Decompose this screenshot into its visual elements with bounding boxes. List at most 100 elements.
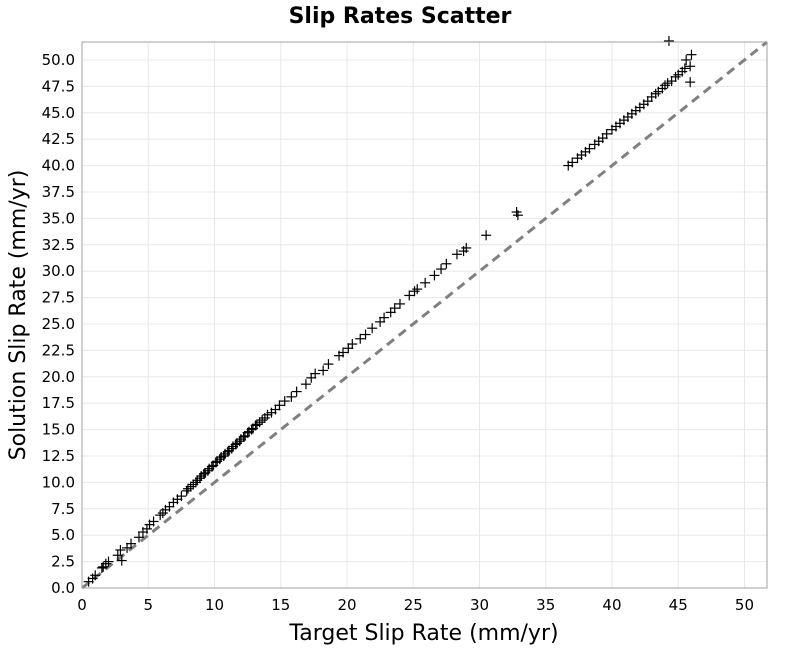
data-point xyxy=(115,544,126,555)
data-point xyxy=(192,475,203,486)
data-point xyxy=(441,258,452,269)
plot-frame xyxy=(81,41,768,589)
y-tick-label: 27.5 xyxy=(42,289,75,307)
data-point xyxy=(650,88,661,99)
data-point xyxy=(338,347,349,358)
data-point xyxy=(133,532,144,543)
data-point xyxy=(662,78,673,89)
data-point xyxy=(670,71,681,82)
data-point xyxy=(254,417,265,428)
data-point xyxy=(188,479,199,490)
x-tick-label: 40 xyxy=(602,596,621,614)
data-point xyxy=(343,343,354,354)
y-tick-label: 7.5 xyxy=(51,500,75,518)
x-tick-label: 0 xyxy=(77,596,87,614)
data-point xyxy=(291,386,302,397)
chart-title: Slip Rates Scatter xyxy=(289,4,512,29)
y-tick-label: 25.0 xyxy=(42,315,75,333)
data-point xyxy=(597,133,608,144)
data-point xyxy=(176,491,187,502)
data-point xyxy=(126,538,137,549)
y-tick-label: 42.5 xyxy=(42,130,75,148)
data-point xyxy=(355,333,366,344)
data-point xyxy=(200,467,211,478)
x-tick-label: 50 xyxy=(735,596,754,614)
x-tick-label: 35 xyxy=(536,596,555,614)
data-point xyxy=(141,523,152,534)
y-tick-label: 35.0 xyxy=(42,209,75,227)
data-point xyxy=(436,264,447,275)
data-point xyxy=(90,570,101,581)
data-point xyxy=(663,35,674,46)
data-point xyxy=(155,510,166,521)
y-tick-label: 17.5 xyxy=(42,394,75,412)
data-point xyxy=(182,483,193,494)
y-tick-label: 12.5 xyxy=(42,447,75,465)
x-axis-label: Target Slip Rate (mm/yr) xyxy=(288,621,558,646)
data-point xyxy=(379,312,390,323)
data-point xyxy=(389,303,400,314)
y-tick-label: 40.0 xyxy=(42,157,75,175)
y-tick-label: 32.5 xyxy=(42,236,75,254)
data-point xyxy=(584,143,595,154)
y-tick-label: 50.0 xyxy=(42,51,75,69)
y-tick-label: 10.0 xyxy=(42,473,75,491)
data-point xyxy=(461,242,472,253)
data-point xyxy=(512,210,523,221)
data-point xyxy=(404,290,415,301)
data-point xyxy=(112,550,123,561)
data-point xyxy=(100,558,111,569)
reference-line xyxy=(81,40,768,590)
data-point xyxy=(234,436,245,447)
data-point xyxy=(122,542,133,553)
data-point xyxy=(96,562,107,573)
x-tick-label: 15 xyxy=(271,596,290,614)
y-tick-label: 2.5 xyxy=(51,553,75,571)
x-tick-label: 5 xyxy=(143,596,153,614)
data-point xyxy=(262,409,273,420)
y-axis-label: Solution Slip Rate (mm/yr) xyxy=(6,170,31,461)
data-point xyxy=(420,277,431,288)
x-tick-label: 30 xyxy=(470,596,489,614)
data-point xyxy=(451,249,462,260)
data-point xyxy=(686,49,697,60)
data-point xyxy=(318,365,329,376)
data-point xyxy=(246,424,257,435)
data-point xyxy=(190,477,201,488)
data-point xyxy=(257,415,268,426)
data-point xyxy=(412,284,423,295)
data-point xyxy=(218,450,229,461)
data-point xyxy=(409,286,420,297)
data-point xyxy=(202,465,213,476)
y-tick-label: 0.0 xyxy=(51,579,75,597)
data-point xyxy=(681,54,692,65)
data-point xyxy=(360,329,371,340)
data-point xyxy=(251,419,262,430)
data-point xyxy=(685,61,696,72)
data-point xyxy=(232,438,243,449)
data-point xyxy=(679,63,690,74)
data-point xyxy=(310,368,321,379)
data-point xyxy=(226,443,237,454)
data-point xyxy=(164,501,175,512)
data-point xyxy=(103,556,114,567)
data-point xyxy=(394,298,405,309)
data-point xyxy=(323,359,334,370)
data-points xyxy=(83,35,697,587)
data-point xyxy=(300,379,311,390)
y-tick-label: 20.0 xyxy=(42,368,75,386)
data-point xyxy=(185,481,196,492)
data-point xyxy=(212,456,223,467)
x-tick-label: 45 xyxy=(669,596,688,614)
data-point xyxy=(601,128,612,139)
data-point xyxy=(481,230,492,241)
y-tick-label: 5.0 xyxy=(51,526,75,544)
data-point xyxy=(194,473,205,484)
x-tick-label: 25 xyxy=(404,596,423,614)
x-tick-label: 20 xyxy=(337,596,356,614)
data-point xyxy=(347,339,358,350)
data-point xyxy=(148,516,159,527)
data-point xyxy=(306,372,317,383)
data-point xyxy=(685,77,696,88)
